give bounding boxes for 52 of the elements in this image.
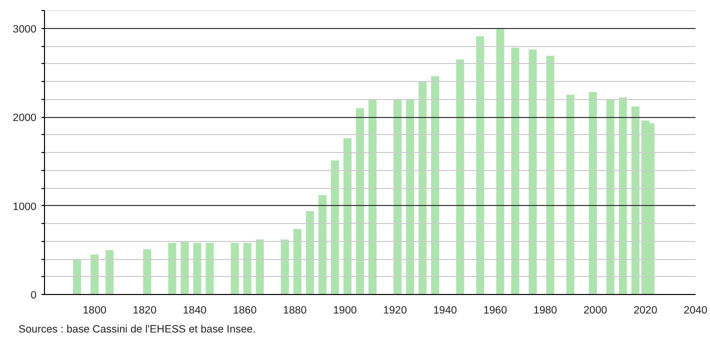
bar: [631, 106, 640, 294]
y-tick-label: 3000: [12, 23, 37, 36]
bar: [406, 99, 414, 294]
bar: [511, 48, 520, 294]
bar: [193, 243, 202, 294]
x-tick-label: 1860: [232, 304, 257, 316]
bar: [418, 82, 427, 294]
bar: [528, 50, 537, 294]
bar: [168, 243, 176, 294]
x-tick-label: 1820: [132, 304, 157, 316]
bar: [293, 228, 302, 294]
x-tick-label: 2040: [684, 304, 708, 316]
bar: [256, 239, 264, 294]
source-note: Sources : base Cassini de l'EHESS et base Insee.: [18, 324, 256, 336]
x-tick-label: 2020: [634, 304, 658, 316]
bar: [343, 138, 352, 294]
bar: [180, 241, 189, 294]
bar: [206, 243, 214, 294]
bar: [368, 99, 377, 294]
bar: [106, 250, 114, 294]
bar: [143, 249, 152, 294]
y-tick-label: 0: [30, 290, 37, 302]
bar: [73, 259, 82, 294]
bar: [230, 243, 239, 294]
y-tick-label: 2000: [12, 112, 37, 124]
x-tick-label: 1880: [283, 304, 307, 316]
bar: [318, 195, 326, 294]
x-tick-label: 1920: [383, 304, 407, 316]
bar: [546, 56, 554, 294]
x-tick-label: 1900: [333, 304, 357, 316]
bar: [606, 99, 614, 294]
bar: [394, 99, 402, 294]
x-tick-label: 1960: [483, 304, 508, 316]
bar: [90, 254, 99, 294]
bar: [456, 59, 464, 294]
bar: [431, 76, 440, 294]
bar: [280, 239, 289, 294]
bar: [588, 92, 597, 294]
x-tick-label: 2000: [583, 304, 608, 316]
x-tick-label: 1940: [433, 304, 458, 316]
bar: [496, 28, 504, 294]
bar: [476, 36, 484, 294]
y-tick-label: 1000: [12, 200, 37, 213]
bar: [243, 243, 252, 294]
bar: [356, 108, 364, 294]
bar: [330, 160, 339, 294]
x-tick-label: 1980: [533, 304, 558, 316]
bar: [566, 94, 574, 294]
bar: [618, 97, 627, 294]
x-tick-label: 1800: [82, 304, 107, 316]
x-tick-label: 1840: [182, 304, 207, 316]
bar: [306, 211, 314, 294]
